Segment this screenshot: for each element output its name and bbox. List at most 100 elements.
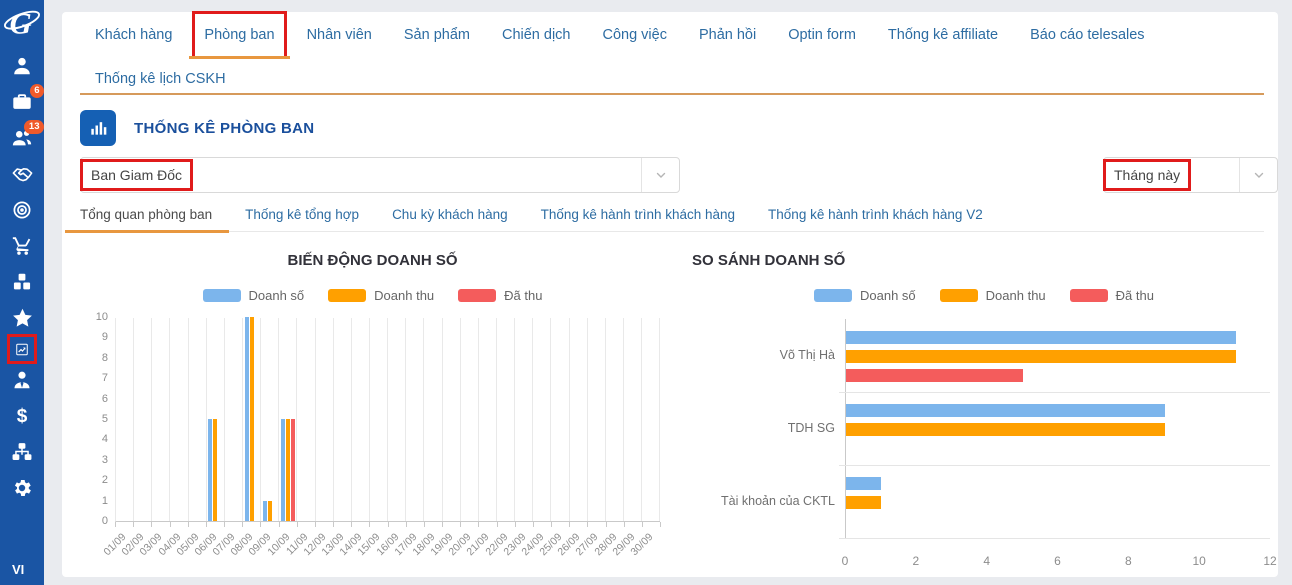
x-axis-label: 8 bbox=[1124, 554, 1132, 568]
main-content: Khách hàng Phòng ban Nhân viên Sản phẩm Chiế… bbox=[62, 12, 1278, 577]
statistics-chart-icon[interactable] bbox=[10, 337, 34, 361]
legend-item-2[interactable]: Đã thu bbox=[1069, 288, 1154, 303]
subtab-3[interactable]: Thống kê hành trình khách hàng bbox=[540, 207, 736, 222]
x-axis-tick bbox=[242, 522, 244, 527]
bar bbox=[846, 423, 1165, 436]
period-select[interactable]: Tháng này bbox=[1103, 157, 1278, 193]
nav-tab-8[interactable]: Thống kê affiliate bbox=[887, 27, 999, 43]
x-axis-tick bbox=[351, 522, 353, 527]
chart-legend: Doanh số Doanh thu Đã thu bbox=[690, 288, 1278, 303]
nav-tab-4[interactable]: Chiến dịch bbox=[501, 27, 571, 43]
customers-icon[interactable] bbox=[10, 54, 34, 78]
users-badge: 13 bbox=[24, 120, 44, 134]
nav-tab-3[interactable]: Sản phẩm bbox=[403, 27, 470, 43]
bar-chart-icon bbox=[80, 110, 116, 146]
y-axis-label: 0 bbox=[101, 515, 108, 527]
x-axis-tick bbox=[405, 522, 407, 527]
nav-tab-5[interactable]: Công việc bbox=[602, 27, 667, 43]
y-axis-label: 10 bbox=[95, 311, 108, 323]
getfly-logo-icon[interactable]: G bbox=[3, 4, 41, 42]
briefcase-badge: 6 bbox=[29, 84, 44, 98]
plot-column bbox=[461, 318, 479, 521]
plot-column bbox=[551, 318, 570, 521]
dollar-icon[interactable]: $ bbox=[16, 405, 28, 427]
plot-column bbox=[243, 317, 262, 521]
row-separator bbox=[839, 538, 1270, 539]
legend-item-0[interactable]: Doanh số bbox=[202, 288, 305, 303]
nav-tab-9[interactable]: Báo cáo telesales bbox=[1030, 27, 1145, 43]
chevron-down-icon[interactable] bbox=[1239, 158, 1277, 192]
plot-column bbox=[207, 318, 225, 521]
x-axis-tick bbox=[205, 522, 207, 527]
primary-tabs-row1: Khách hàng Phòng ban Nhân viên Sản phẩm Chiế… bbox=[62, 20, 1278, 59]
bar bbox=[846, 477, 882, 490]
x-axis-tick bbox=[278, 522, 280, 527]
legend-swatch bbox=[939, 289, 978, 302]
legend-label: Doanh số bbox=[860, 288, 916, 303]
x-axis-tick bbox=[333, 522, 334, 527]
x-axis-tick bbox=[296, 522, 298, 527]
x-axis-tick bbox=[605, 522, 607, 527]
bar bbox=[846, 496, 882, 509]
employee-icon[interactable] bbox=[10, 368, 34, 392]
nav-tab-2[interactable]: Nhân viên bbox=[306, 27, 372, 43]
legend-label: Doanh số bbox=[248, 288, 305, 303]
bar bbox=[280, 419, 285, 521]
plot-column bbox=[515, 318, 534, 521]
nav-tab-6[interactable]: Phản hồi bbox=[698, 27, 757, 43]
x-axis-tick bbox=[514, 522, 516, 527]
bar bbox=[249, 317, 254, 521]
handshake-icon[interactable] bbox=[10, 162, 34, 186]
department-select[interactable]: Ban Giam Đốc bbox=[80, 157, 680, 193]
x-axis-tick bbox=[151, 522, 153, 527]
bar bbox=[290, 419, 295, 521]
legend-item-1[interactable]: Doanh thu bbox=[328, 288, 434, 303]
subtab-0[interactable]: Tổng quan phòng ban bbox=[64, 198, 230, 233]
sitemap-icon[interactable] bbox=[10, 440, 34, 464]
primary-tabs-row2: Thống kê lịch CSKH bbox=[62, 64, 1278, 94]
nav-tab-7[interactable]: Optin form bbox=[788, 27, 856, 43]
plot-column bbox=[424, 318, 443, 521]
x-axis-tick bbox=[532, 522, 534, 527]
plot-column bbox=[134, 318, 153, 521]
nav-tab-0[interactable]: Khách hàng bbox=[95, 27, 173, 43]
x-axis-tick bbox=[641, 522, 643, 527]
subtab-1[interactable]: Thống kê tổng hợp bbox=[245, 207, 360, 222]
plot-column bbox=[533, 318, 552, 521]
legend-item-0[interactable]: Doanh số bbox=[814, 288, 916, 303]
language-indicator[interactable]: VI bbox=[12, 562, 25, 577]
chevron-down-icon[interactable] bbox=[641, 158, 679, 192]
x-axis-tick bbox=[569, 522, 571, 527]
legend-swatch bbox=[1069, 289, 1108, 302]
subtab-4[interactable]: Thống kê hành trình khách hàng V2 bbox=[768, 207, 983, 222]
users-icon[interactable]: 13 bbox=[10, 120, 44, 150]
plot-column bbox=[352, 318, 370, 521]
bar bbox=[846, 369, 1024, 382]
briefcase-icon[interactable]: 6 bbox=[10, 84, 44, 114]
plot-column bbox=[406, 318, 425, 521]
gear-icon[interactable] bbox=[10, 476, 34, 500]
plot-column bbox=[297, 318, 316, 521]
nav-tab-row2-0[interactable]: Thống kê lịch CSKH bbox=[95, 71, 226, 87]
plot-column bbox=[588, 318, 606, 521]
target-icon[interactable] bbox=[10, 198, 34, 222]
star-icon[interactable] bbox=[10, 306, 34, 330]
plot-column bbox=[261, 318, 280, 521]
x-axis-tick bbox=[660, 522, 661, 527]
category-label: Tài khoản của CKTL bbox=[721, 494, 835, 508]
legend-item-1[interactable]: Doanh thu bbox=[939, 288, 1046, 303]
plot-column bbox=[570, 318, 588, 521]
nav-tab-1[interactable]: Phòng ban bbox=[189, 14, 290, 59]
x-axis-label: 12 bbox=[1263, 554, 1277, 568]
cart-icon[interactable] bbox=[10, 234, 34, 258]
cubes-icon[interactable] bbox=[10, 270, 34, 294]
subtab-2[interactable]: Chu kỳ khách hàng bbox=[392, 207, 508, 222]
x-axis-tick bbox=[423, 522, 425, 527]
plot-column bbox=[152, 318, 171, 521]
legend-label: Đã thu bbox=[504, 288, 543, 303]
bar bbox=[208, 419, 213, 521]
page-title: THỐNG KÊ PHÒNG BAN bbox=[134, 119, 315, 137]
legend-item-2[interactable]: Đã thu bbox=[458, 288, 542, 303]
y-axis-label: 9 bbox=[101, 331, 108, 344]
legend-label: Doanh thu bbox=[374, 288, 435, 303]
